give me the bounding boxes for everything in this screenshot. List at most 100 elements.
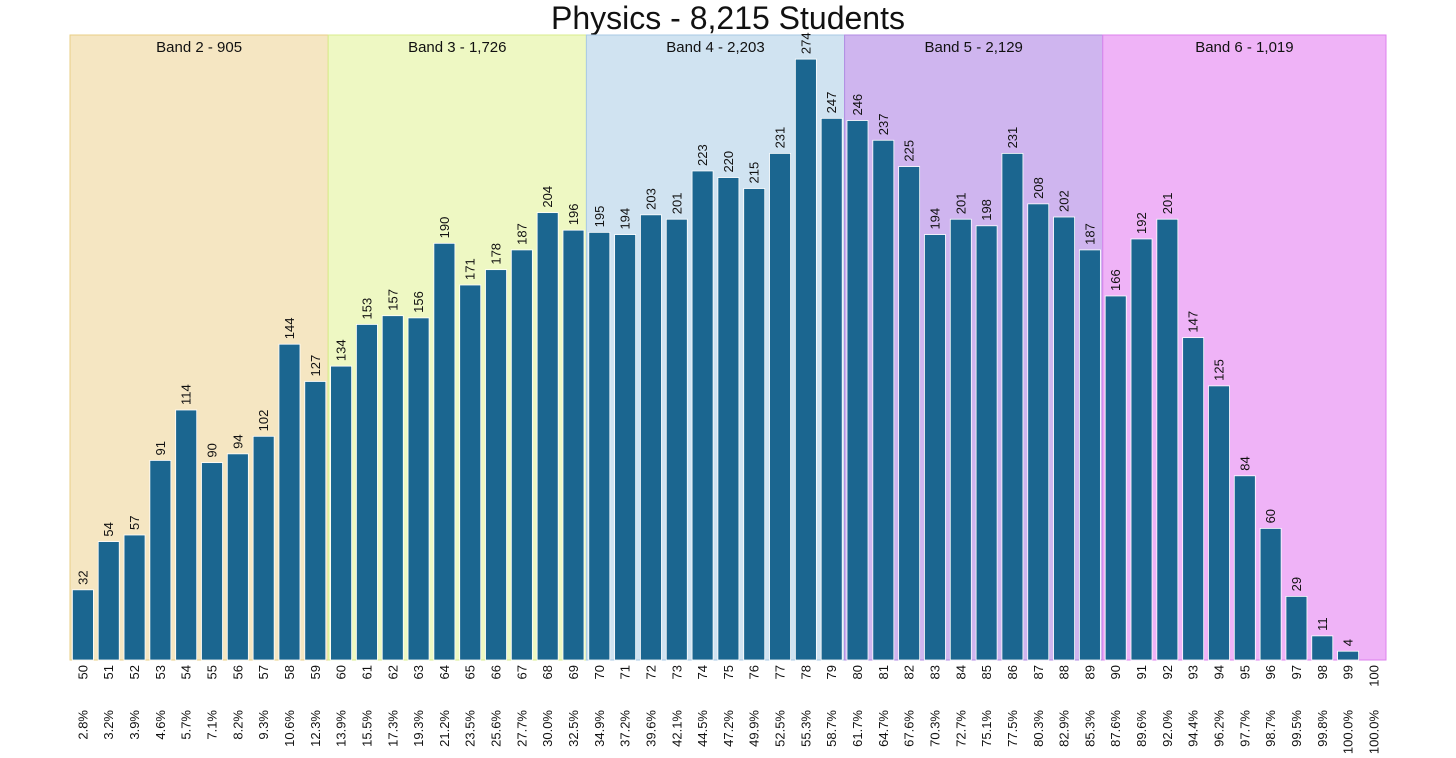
percentile-label: 100.0% (1366, 710, 1381, 755)
bar-value-label: 196 (566, 203, 581, 225)
bar (226, 453, 249, 661)
x-tick-label: 69 (566, 665, 581, 679)
x-tick-label: 80 (850, 665, 865, 679)
x-tick-label: 89 (1082, 665, 1097, 679)
bar (1053, 216, 1075, 661)
bar (820, 117, 843, 661)
percentile-label: 99.8% (1315, 710, 1330, 747)
percentile-label: 96.2% (1211, 710, 1226, 747)
percentile-label: 17.3% (385, 710, 400, 747)
percentile-label: 4.6% (153, 710, 168, 740)
bar (1337, 650, 1359, 661)
x-tick-label: 58 (282, 665, 297, 679)
percentile-label: 98.7% (1263, 710, 1278, 747)
x-tick-label: 93 (1186, 665, 1201, 679)
bar (201, 462, 223, 661)
bar-value-label: 29 (1289, 577, 1304, 591)
percentile-label: 5.7% (179, 710, 194, 740)
bar (433, 242, 456, 661)
percentile-label: 12.3% (308, 710, 323, 747)
x-tick-label: 70 (592, 665, 607, 679)
percentile-label: 89.6% (1134, 710, 1149, 747)
bar-value-label: 203 (643, 188, 658, 210)
percentile-label: 85.3% (1082, 710, 1097, 747)
x-tick-label: 63 (411, 665, 426, 679)
bar (1259, 528, 1282, 661)
x-tick-label: 74 (695, 665, 710, 679)
bar-value-label: 194 (927, 208, 942, 230)
bar-value-label: 237 (876, 114, 891, 136)
x-tick-label: 90 (1108, 665, 1123, 679)
percentile-label: 47.2% (721, 710, 736, 747)
percentile-label: 25.6% (489, 710, 504, 747)
percentile-label: 52.5% (773, 710, 788, 747)
percentile-label: 3.9% (127, 710, 142, 740)
bar-value-label: 215 (747, 162, 762, 184)
bar (898, 166, 921, 661)
bar-value-label: 187 (1082, 223, 1097, 245)
percentile-label: 8.2% (230, 710, 245, 740)
band-label: Band 5 - 2,129 (924, 39, 1022, 56)
band-label: Band 3 - 1,726 (408, 39, 506, 56)
x-tick-label: 57 (256, 665, 271, 679)
x-tick-label: 53 (153, 665, 168, 679)
band-label: Band 2 - 905 (156, 39, 242, 56)
bar (1078, 249, 1101, 661)
percentile-label: 75.1% (979, 710, 994, 747)
bar (536, 212, 559, 661)
percentile-label: 100.0% (1341, 710, 1356, 755)
percentile-label: 34.9% (592, 710, 607, 747)
x-tick-label: 54 (179, 665, 194, 679)
percentile-label: 70.3% (927, 710, 942, 747)
bar (614, 234, 637, 661)
percentile-label: 37.2% (618, 710, 633, 747)
x-tick-label: 59 (308, 665, 323, 679)
bar-value-label: 220 (721, 151, 736, 173)
bar (356, 324, 378, 661)
bar (1233, 475, 1256, 661)
bar-value-label: 114 (179, 384, 194, 405)
bar (846, 120, 869, 661)
x-tick-label: 62 (385, 665, 400, 679)
percentile-label: 58.7% (824, 710, 839, 747)
x-tick-label: 95 (1237, 665, 1252, 679)
bar-value-label: 157 (385, 289, 400, 311)
percentile-label: 2.8% (75, 710, 90, 740)
x-tick-label: 72 (643, 665, 658, 679)
percentile-label: 49.9% (747, 710, 762, 747)
bar-value-label: 204 (540, 186, 555, 208)
x-tick-label: 76 (747, 665, 762, 679)
bar-value-label: 194 (618, 208, 633, 230)
bar (975, 225, 998, 661)
bar-value-label: 125 (1211, 359, 1226, 381)
x-tick-label: 84 (953, 665, 968, 679)
bar-value-label: 57 (127, 516, 142, 530)
bar (743, 188, 766, 661)
x-tick-label: 92 (1160, 665, 1175, 679)
percentile-label: 77.5% (1005, 710, 1020, 747)
bar (1182, 337, 1205, 661)
x-tick-label: 75 (721, 665, 736, 679)
bar (1104, 295, 1127, 661)
percentile-label: 15.5% (359, 710, 374, 747)
percentile-label: 42.1% (669, 710, 684, 747)
bar (924, 234, 946, 661)
x-tick-label: 52 (127, 665, 142, 679)
bar-value-label: 201 (669, 193, 684, 215)
bar (97, 541, 120, 661)
x-tick-label: 88 (1057, 665, 1072, 679)
bar (949, 218, 972, 661)
percentile-label: 3.2% (101, 710, 116, 740)
bar-value-label: 198 (979, 199, 994, 221)
bars-layer (72, 58, 1359, 661)
bar-value-label: 195 (592, 206, 607, 228)
bar-value-label: 134 (334, 339, 349, 361)
bar-value-label: 4 (1341, 639, 1356, 646)
bar-value-label: 171 (463, 258, 478, 280)
percentile-label: 21.2% (437, 710, 452, 747)
percentile-label: 67.6% (902, 710, 917, 747)
percentile-label: 27.7% (514, 710, 529, 747)
